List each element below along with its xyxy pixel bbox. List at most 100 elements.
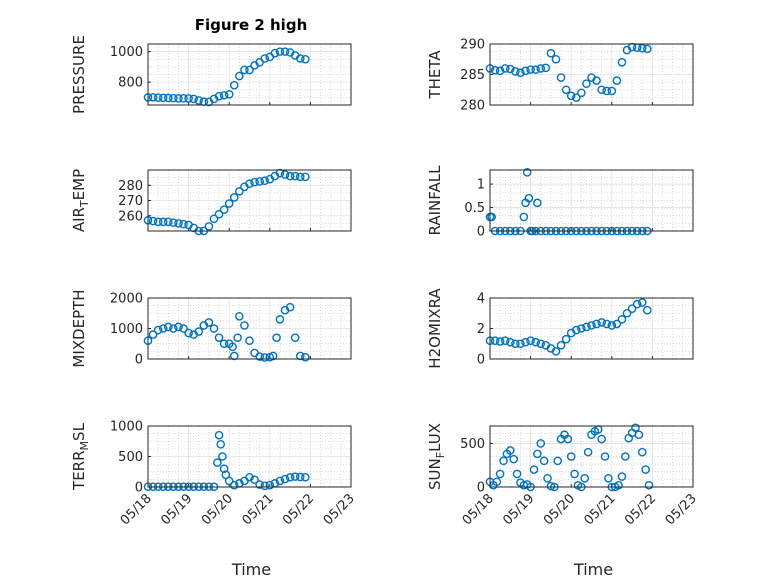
x-tick-label: 05/23 [321, 491, 358, 528]
y-axis-label: PRESSURE [70, 35, 88, 114]
data-point [526, 336, 535, 346]
data-point [546, 481, 556, 491]
data-point [644, 480, 654, 490]
data-point [219, 90, 229, 100]
y-tick-label: 4 [477, 292, 485, 307]
data-point [272, 333, 281, 342]
y-tick-label: 280 [460, 99, 485, 114]
data-point [224, 90, 234, 99]
data-point [148, 93, 158, 102]
data-point [509, 454, 518, 464]
x-tick-label: 05/20 [199, 491, 236, 528]
data-point [219, 339, 229, 349]
data-point [617, 58, 627, 67]
data-point [492, 477, 502, 487]
data-point [529, 465, 539, 474]
data-point [245, 472, 254, 482]
data-point [163, 93, 173, 103]
data-point [631, 423, 640, 433]
data-point [235, 71, 244, 81]
data-point [495, 337, 505, 346]
data-point [561, 85, 571, 95]
data-point [604, 473, 613, 483]
data-point [551, 54, 561, 64]
data-point [245, 65, 254, 75]
x-tick-label: 05/21 [240, 491, 277, 528]
data-point [265, 480, 275, 490]
data-point [643, 305, 652, 315]
data-point [607, 321, 617, 330]
data-point [301, 172, 310, 182]
data-point [561, 334, 571, 344]
y-tick-label: 290 [460, 38, 485, 53]
data-point [490, 65, 500, 75]
data-point [184, 94, 193, 103]
data-point [612, 76, 622, 85]
axes-box [147, 169, 352, 232]
data-point [627, 304, 637, 313]
data-point [285, 472, 295, 482]
panel-bottom-right: 0 500 05/18 05/19 05/20 05/21 05/22 05/23 SUNFLU… [426, 423, 700, 579]
data-point [519, 212, 529, 222]
data-point [582, 322, 591, 332]
data-point [153, 93, 163, 102]
data-point [184, 328, 193, 338]
data-point [219, 464, 229, 474]
axes-box [489, 169, 694, 232]
y-tick-label: 1000 [110, 420, 143, 435]
data-point [174, 219, 183, 228]
data-point [158, 324, 168, 333]
x-tick-label: 05/19 [158, 491, 195, 528]
y-tick-label: 0.5 [464, 201, 485, 216]
data-point [224, 476, 234, 486]
data-point [275, 47, 285, 56]
data-point [556, 73, 566, 82]
data-point [516, 339, 525, 349]
data-point [260, 176, 270, 185]
data-point [301, 352, 310, 362]
y-tick-label: 500 [118, 450, 143, 465]
data-point [512, 469, 522, 479]
y-tick-label: 285 [460, 68, 485, 83]
data-point [295, 472, 305, 482]
data-point [600, 452, 610, 461]
data-point [250, 475, 259, 484]
data-point [148, 330, 158, 339]
data-point [214, 333, 224, 342]
data-point [566, 452, 576, 461]
data-point [245, 336, 254, 346]
data-point [295, 351, 305, 361]
panel-row3-right: 0 2 4 H2OMIXRA [426, 288, 694, 369]
data-point [566, 91, 576, 101]
y-tick-label: 1000 [110, 322, 143, 337]
data-point [500, 336, 510, 346]
y-axis-label: H2OMIXRA [426, 288, 444, 369]
data-point [228, 342, 237, 352]
data-point [556, 340, 566, 350]
data-point [229, 351, 239, 361]
data-point [229, 80, 239, 90]
data-point [490, 336, 500, 346]
figure-title: Figure 2 high [195, 16, 308, 34]
data-point [505, 64, 515, 74]
x-tick-label: 05/18 [118, 491, 155, 528]
x-tick-label: 05/21 [582, 491, 619, 528]
data-point [250, 177, 259, 187]
panel-top-right: 280 285 290 THETA [426, 38, 694, 114]
y-tick-label: 1 [477, 178, 485, 193]
data-point [204, 222, 214, 231]
data-point [521, 66, 530, 76]
y-tick-label: 2 [477, 322, 485, 337]
data-point [637, 447, 647, 457]
x-axis-label: Time [573, 560, 613, 579]
data-point [218, 452, 227, 461]
data-point [169, 93, 178, 103]
data-point [163, 217, 173, 227]
data-point [209, 214, 219, 224]
data-point [632, 299, 642, 309]
data-point [194, 96, 204, 105]
data-point [301, 54, 310, 64]
data-point [637, 298, 647, 307]
data-point [541, 63, 551, 73]
